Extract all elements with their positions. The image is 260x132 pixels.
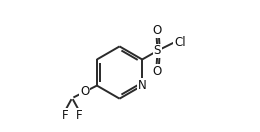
Text: O: O: [152, 24, 161, 37]
Text: O: O: [152, 65, 161, 78]
Text: Cl: Cl: [174, 36, 186, 49]
Text: O: O: [80, 85, 89, 98]
Text: F: F: [76, 109, 83, 122]
Text: S: S: [153, 44, 161, 57]
Text: F: F: [62, 109, 68, 122]
Text: N: N: [138, 79, 147, 92]
